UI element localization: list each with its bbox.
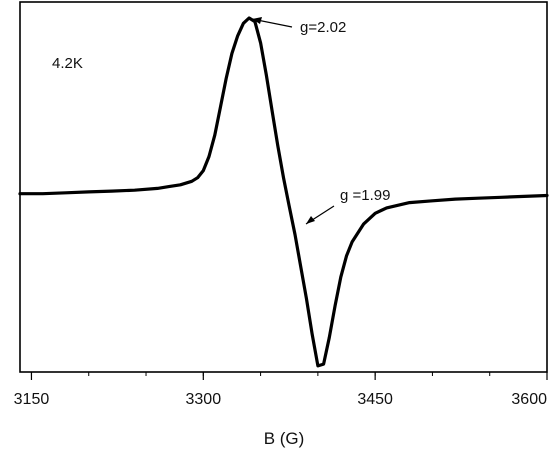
- g-peak-annotation: g=2.02: [300, 19, 346, 36]
- temperature-annotation: 4.2K: [52, 55, 83, 72]
- x-axis-label: B (G): [264, 429, 305, 448]
- x-axis-tick-labels: 3150 3300 3450 3600: [14, 391, 547, 408]
- x-tick-label: 3600: [511, 391, 547, 408]
- plot-frame: [19, 1, 548, 373]
- x-tick-label: 3300: [186, 391, 222, 408]
- x-axis-ticks: [30, 372, 548, 380]
- x-tick-label: 3450: [357, 391, 393, 408]
- series-line: [18, 16, 549, 368]
- arrow-to-crossing: [305, 205, 335, 225]
- arrow-to-peak: [251, 17, 293, 28]
- g-zero-annotation: g =1.99: [340, 187, 390, 204]
- x-tick-label: 3150: [14, 391, 50, 408]
